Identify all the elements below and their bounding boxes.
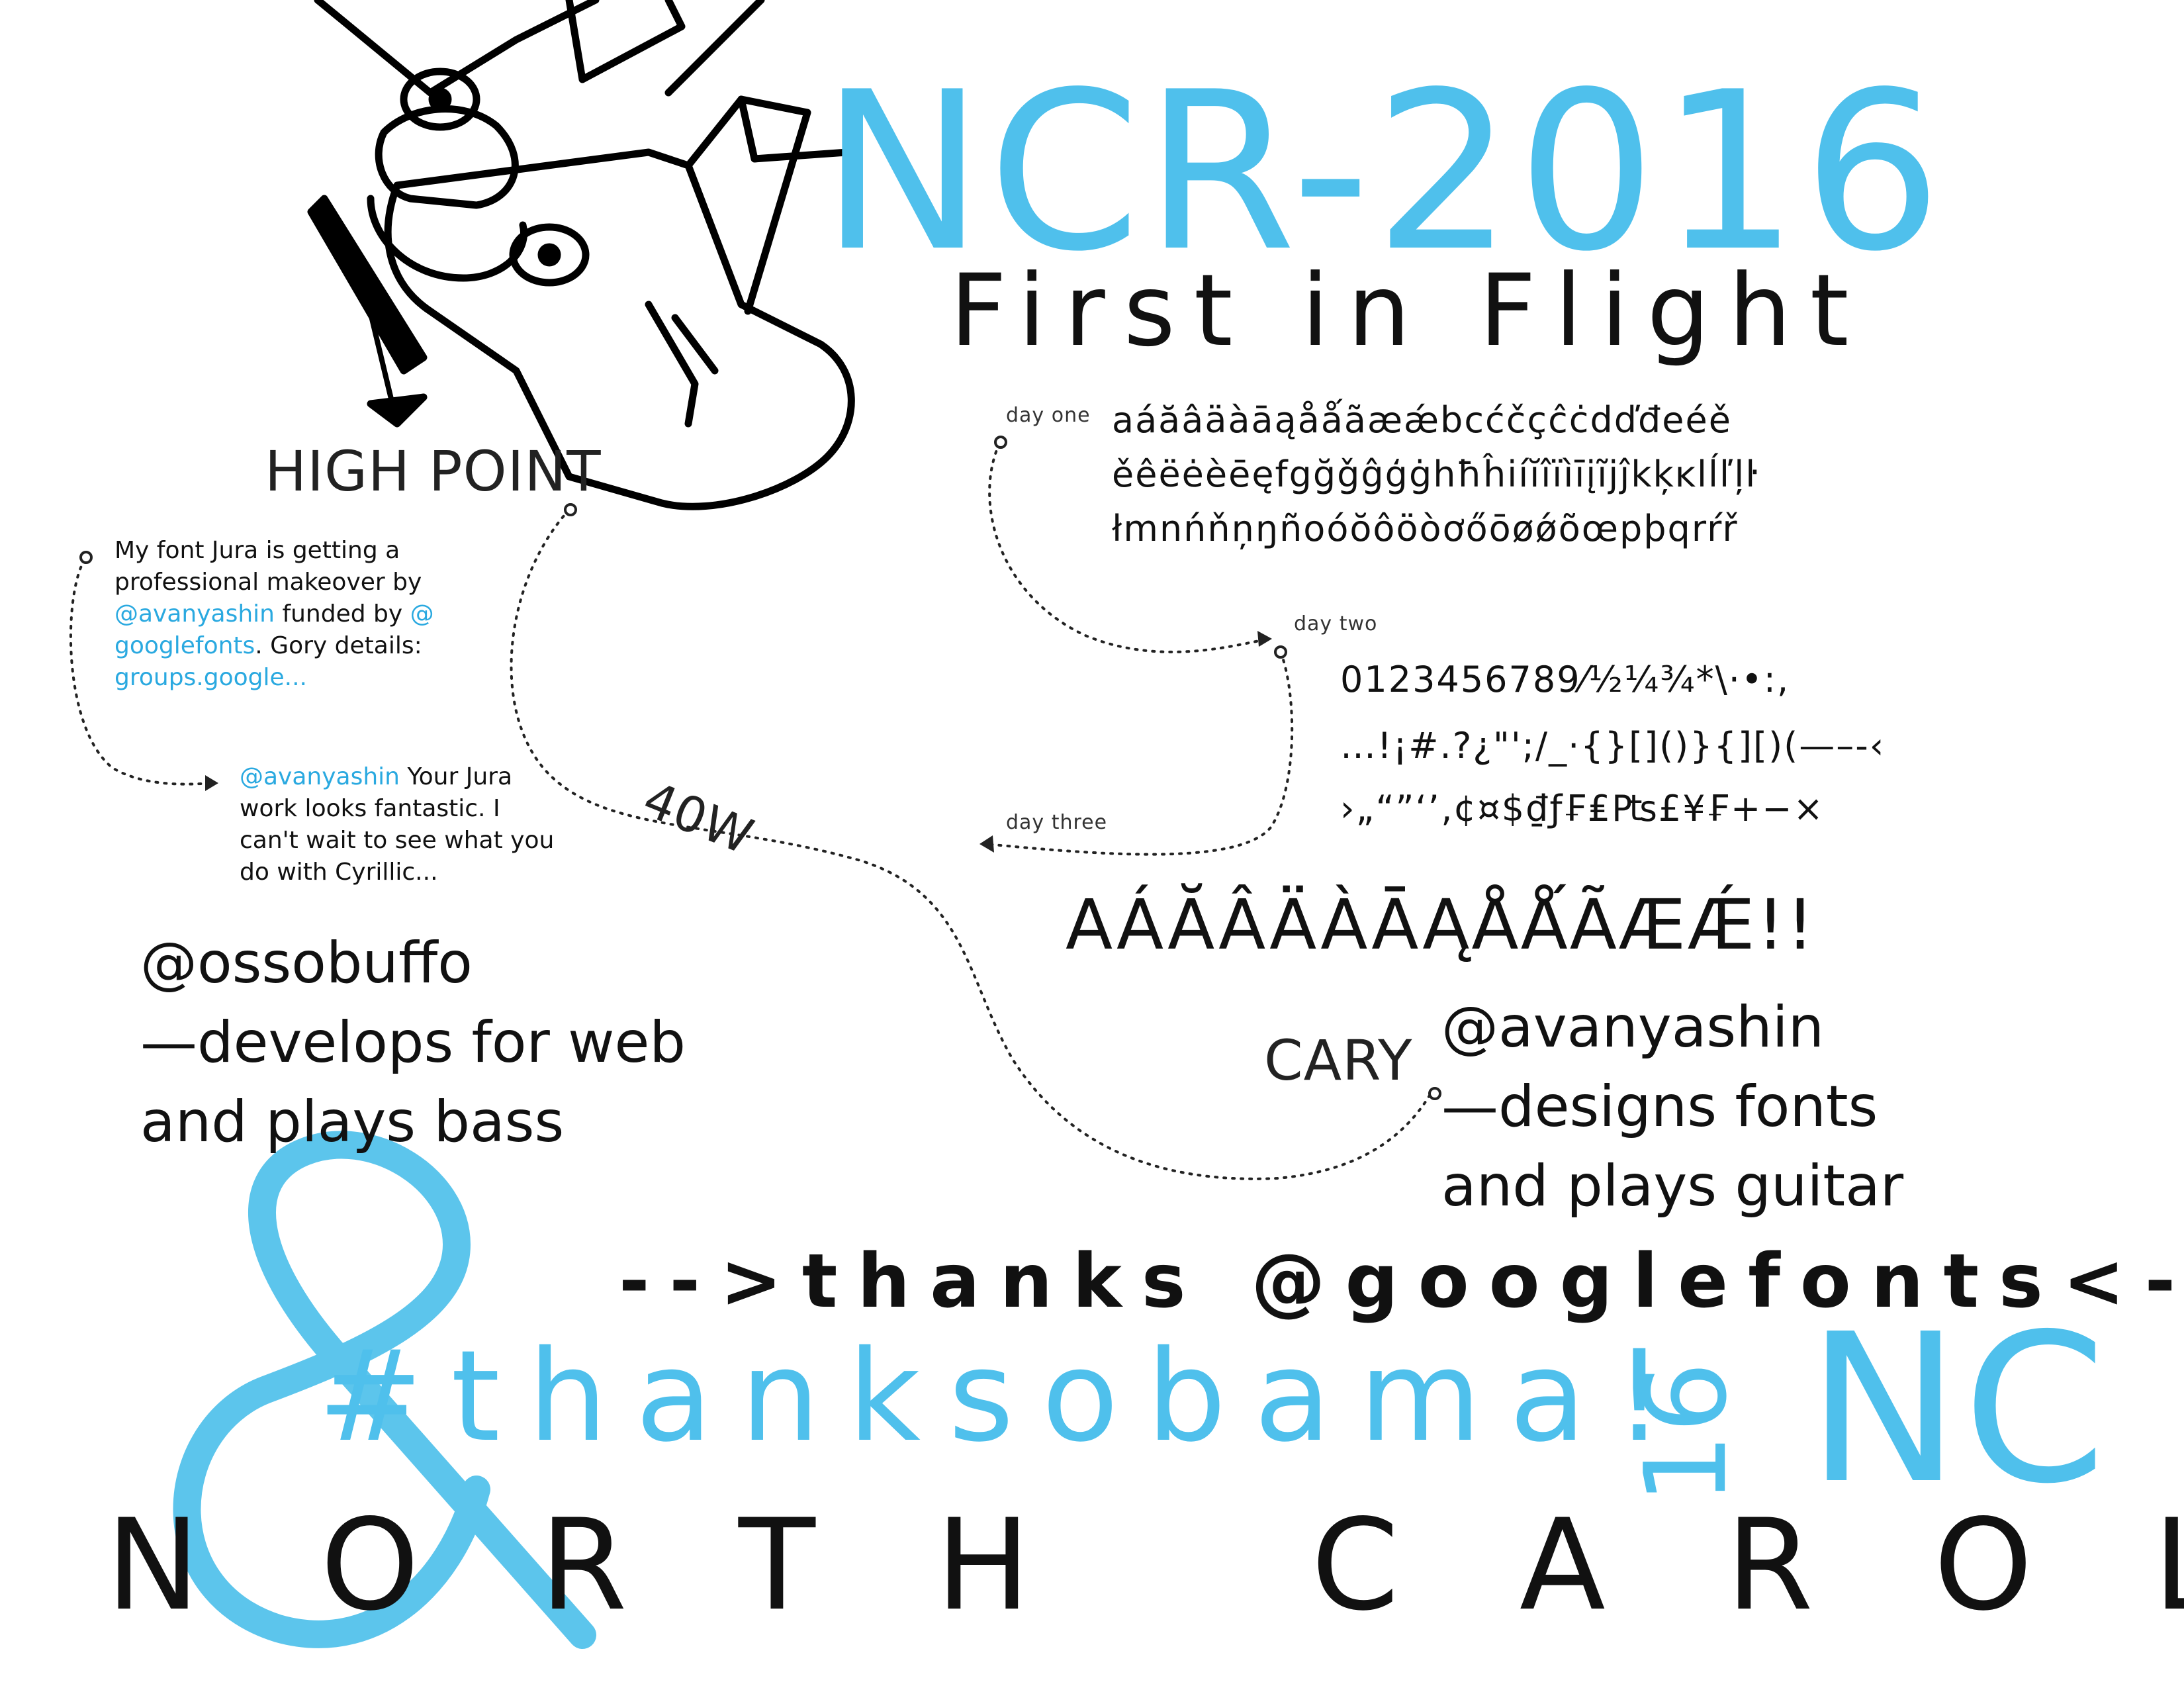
tweet-second-text: Your Jura work looks fantastic. I can't … [240, 763, 555, 886]
badge-state: NC [1807, 1290, 2109, 1529]
day-two-row-1: 0123456789⁄½¼¾*\·•:, [1340, 659, 1790, 700]
marker-high-point [564, 503, 577, 516]
fuselage [384, 148, 855, 510]
day-two-row-3: ›„“”‘’‚¢¤$₫ƒ₣₤₧£¥₣+−× [1340, 788, 1825, 829]
place-cary: CARY [1264, 1028, 1413, 1093]
bio-left-line-2: and plays bass [140, 1089, 565, 1155]
tweet-first-text-2: funded by [275, 600, 410, 628]
page-title: NCR-2016 [821, 45, 1946, 299]
wing-edge [664, 0, 765, 97]
bio-right-handle: @avanyashin [1441, 994, 1825, 1060]
bio-right-line-2: and plays guitar [1441, 1153, 1904, 1219]
lower-wing-edge [737, 95, 851, 163]
goggle-right [509, 223, 590, 287]
hashtag-line: #thanksobama! [318, 1323, 1692, 1470]
day-three-row: AÁĂÂÄÀĀĄÅǺÃÆǼ!! [1066, 884, 1816, 965]
upper-wing [314, 0, 600, 97]
bio-right: @avanyashin —designs fonts and plays gui… [1441, 988, 1903, 1226]
arrow-day-three [979, 835, 994, 853]
marker-day-two [1274, 645, 1287, 659]
propeller [307, 195, 428, 375]
lower-wing [684, 95, 811, 315]
day-one-row-1: aáăâäàāąåǻãæǽbcćčçĉċdďđeéě [1112, 399, 1732, 441]
day-two-row-2: …!¡#.?¿"';/_·{}[]()}{][)(—–-‹ [1340, 725, 1886, 767]
marker-tweet [79, 551, 93, 564]
bio-left: @ossobuffo —develops for web and plays b… [140, 923, 686, 1162]
bio-right-line-1: —designs fonts [1441, 1074, 1878, 1140]
tweet-first: My font Jura is getting a professional m… [114, 535, 459, 694]
path-high-point [510, 508, 1431, 1180]
tweet-second: @avanyashin Your Jura work looks fantast… [240, 761, 557, 888]
thanks-line: -->thanks @googlefonts<-- [619, 1239, 2184, 1325]
arrow-tweet [205, 775, 218, 791]
day-one-label: day one [1006, 404, 1091, 427]
place-high-point: HIGH POINT [265, 439, 602, 504]
ampersand-shape [173, 1131, 596, 1649]
day-one-row-2: ěêëėèēęfgğǧĝģġhħĥiíĭîïìīįĩjĵkķĸlĺľļŀ [1112, 453, 1759, 495]
tweet-first-link[interactable]: groups.google... [114, 664, 307, 691]
tweet-first-handle-1[interactable]: @avanyashin [114, 600, 275, 628]
tweet-second-handle[interactable]: @avanyashin [240, 763, 400, 790]
path-day-two [985, 651, 1294, 856]
badge-number: 16 [1621, 1361, 1752, 1505]
tweet-first-text-1: My font Jura is getting a professional m… [114, 537, 422, 596]
page-subtitle: First in Flight [950, 254, 1868, 369]
path-day-one [988, 442, 1272, 653]
marker-cary [1428, 1087, 1441, 1100]
engine-front [367, 195, 527, 282]
marker-day-one [994, 436, 1007, 449]
arrow-day-two [1257, 631, 1272, 647]
bio-left-line-1: —develops for web [140, 1009, 686, 1076]
day-three-label: day three [1006, 811, 1108, 834]
landing-gear [645, 301, 699, 428]
bio-left-handle: @ossobuffo [140, 930, 473, 996]
day-two-label: day two [1294, 612, 1378, 635]
day-one-row-3: łmnńňņŋñoóŏôöòơőōøǿõœpþqrŕř [1112, 508, 1739, 549]
tweet-first-handle-2[interactable]: @ googlefonts [114, 600, 434, 659]
state-name: NORTH CAROLINA [106, 1492, 2184, 1638]
wing-strut [565, 0, 686, 83]
tweet-first-text-3: . Gory details: [255, 632, 422, 659]
path-tweet [69, 558, 213, 786]
goggle-left [400, 68, 480, 131]
